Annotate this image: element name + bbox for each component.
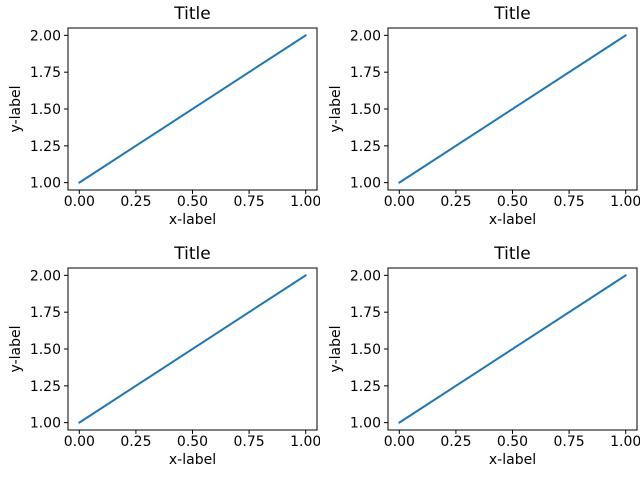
axes-frame <box>387 27 638 191</box>
y-tick-label: 1.00 <box>350 176 381 192</box>
y-tick-label: 1.50 <box>350 102 381 118</box>
y-axis-label: y-label <box>328 326 344 373</box>
x-tick-label: 0.75 <box>234 434 265 450</box>
y-tick-label: 1.75 <box>30 305 61 321</box>
x-axis-label: x-label <box>169 452 216 468</box>
chart-title: Title <box>493 244 530 264</box>
y-tick-label: 1.25 <box>30 139 61 155</box>
chart-title: Title <box>173 244 210 264</box>
y-tick-label: 1.00 <box>30 416 61 432</box>
axes-frame <box>387 267 638 431</box>
data-line <box>78 34 307 184</box>
y-tick-label: 2.00 <box>30 268 61 284</box>
y-tick-label: 1.75 <box>350 65 381 81</box>
x-tick-label: 0.50 <box>497 434 528 450</box>
x-tick-label: 0.25 <box>440 434 471 450</box>
x-tick-label: 0.00 <box>64 194 95 210</box>
x-tick-label: 1.00 <box>290 434 320 450</box>
y-tick-label: 1.25 <box>350 379 381 395</box>
x-tick-label: 0.00 <box>64 434 95 450</box>
y-tick-label: 1.50 <box>30 102 61 118</box>
y-tick-label: 2.00 <box>350 268 381 284</box>
axes-frame <box>67 27 318 191</box>
y-tick-label: 1.75 <box>350 305 381 321</box>
axes-frame <box>67 267 318 431</box>
x-axis-label: x-label <box>169 212 216 228</box>
x-tick-label: 0.50 <box>177 194 208 210</box>
y-axis-label: y-label <box>8 86 24 133</box>
subplot-bottom-right: Title 0.00 0.25 0.50 0.75 1.00 1.00 1.25 1.50 1.7… <box>328 244 640 468</box>
x-tick-label: 0.50 <box>177 434 208 450</box>
subplot-top-right: Title 0.00 0.25 0.50 0.75 1.00 1.00 1.25 1.50 1.7… <box>328 4 640 228</box>
x-tick-label: 0.00 <box>384 194 415 210</box>
x-tick-label: 0.75 <box>554 194 585 210</box>
y-axis-label: y-label <box>328 86 344 133</box>
y-tick-label: 1.75 <box>30 65 61 81</box>
y-tick-label: 1.50 <box>30 342 61 358</box>
data-line <box>398 34 627 184</box>
x-tick-label: 1.00 <box>610 434 640 450</box>
x-tick-label: 0.75 <box>234 194 265 210</box>
x-tick-label: 1.00 <box>610 194 640 210</box>
x-tick-label: 0.25 <box>440 194 471 210</box>
x-tick-label: 0.25 <box>120 194 151 210</box>
y-tick-label: 1.25 <box>30 379 61 395</box>
x-tick-label: 0.00 <box>384 434 415 450</box>
chart-title: Title <box>173 4 210 24</box>
data-line <box>398 274 627 424</box>
y-tick-label: 1.00 <box>30 176 61 192</box>
y-axis-label: y-label <box>8 326 24 373</box>
y-tick-label: 2.00 <box>350 28 381 44</box>
y-tick-label: 2.00 <box>30 28 61 44</box>
y-tick-label: 1.25 <box>350 139 381 155</box>
x-tick-label: 0.50 <box>497 194 528 210</box>
x-axis-label: x-label <box>489 452 536 468</box>
data-line <box>78 274 307 424</box>
subplot-bottom-left: Title 0.00 0.25 0.50 0.75 1.00 1.00 1.25 1.50 1.7… <box>8 244 320 468</box>
subplot-top-left: Title 0.00 0.25 0.50 0.75 1.00 1.00 1.25 1.50 1.7… <box>8 4 320 228</box>
x-tick-label: 0.25 <box>120 434 151 450</box>
y-tick-label: 1.00 <box>350 416 381 432</box>
chart-title: Title <box>493 4 530 24</box>
y-tick-label: 1.50 <box>350 342 381 358</box>
x-tick-label: 1.00 <box>290 194 320 210</box>
x-tick-label: 0.75 <box>554 434 585 450</box>
x-axis-label: x-label <box>489 212 536 228</box>
